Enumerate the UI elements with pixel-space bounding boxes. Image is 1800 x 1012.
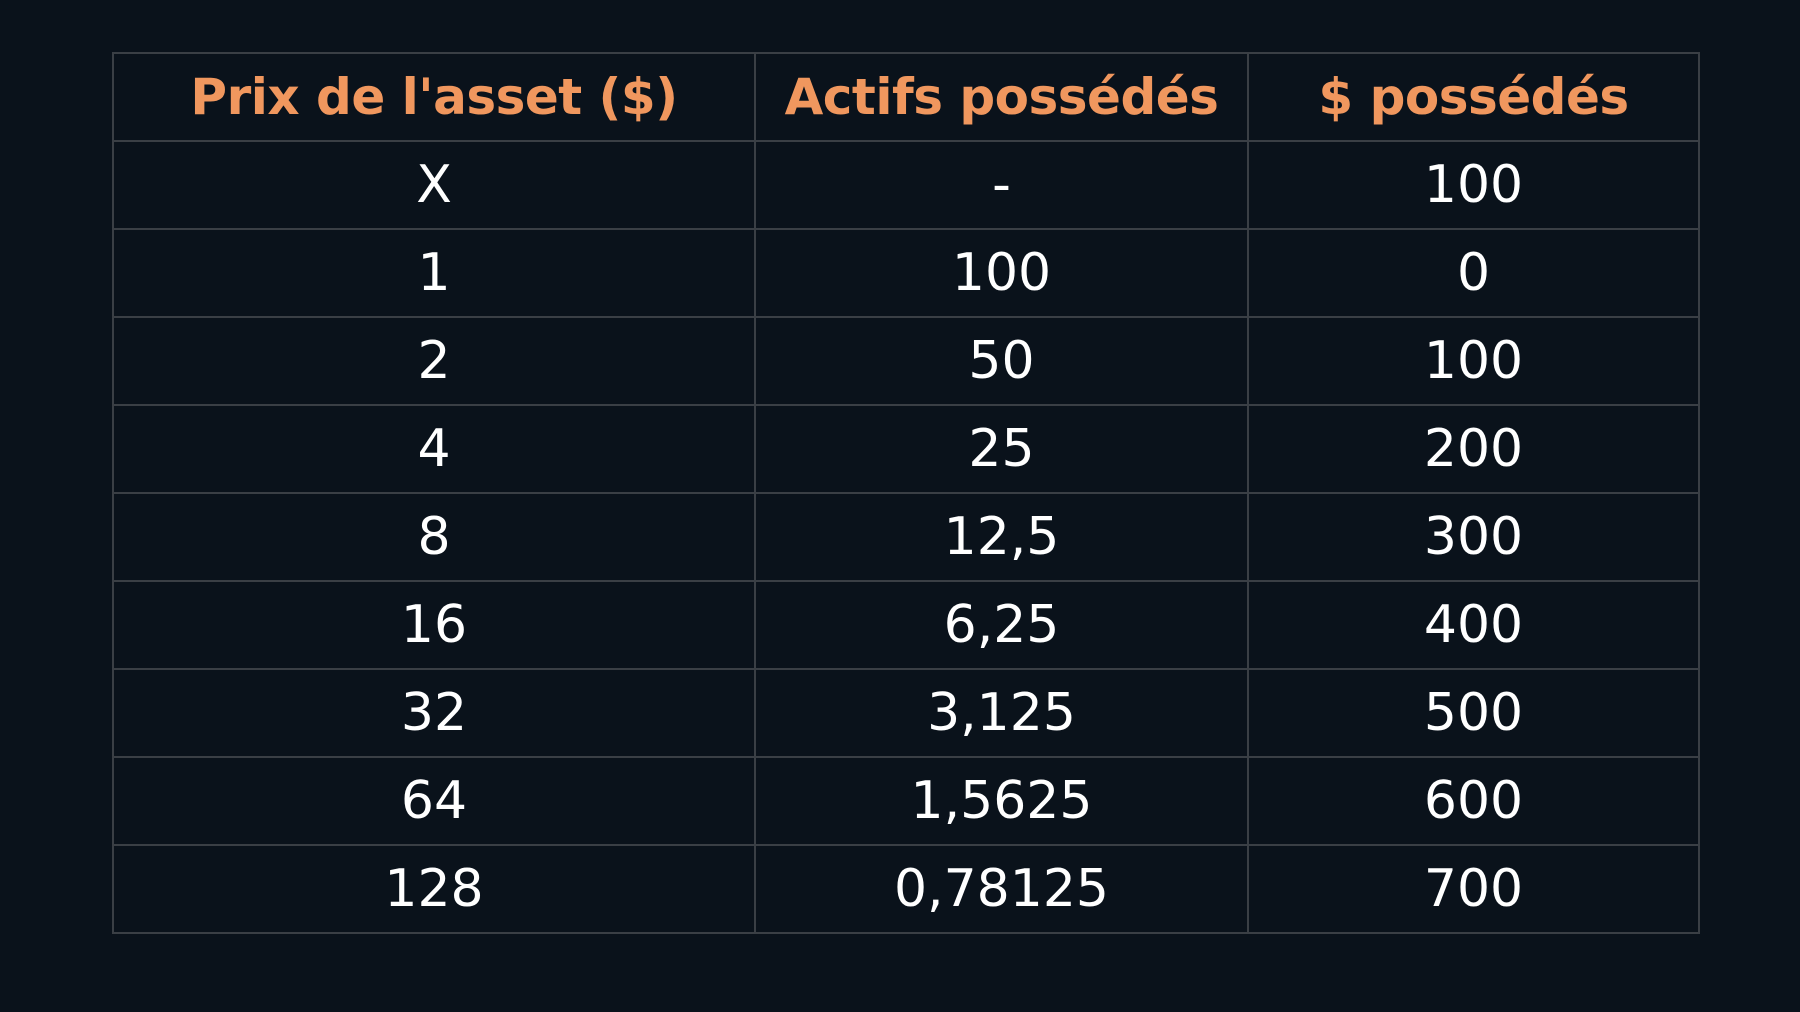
table-cell: 400 bbox=[1247, 580, 1700, 670]
data-table: Prix de l'asset ($) Actifs possédés $ po… bbox=[112, 52, 1700, 934]
table-cell: 32 bbox=[112, 668, 756, 758]
table-cell: 2 bbox=[112, 316, 756, 406]
table-cell: - bbox=[754, 140, 1249, 230]
table-row: 64 1,5625 600 bbox=[112, 756, 1700, 846]
table-cell: 3,125 bbox=[754, 668, 1249, 758]
table-cell: 1 bbox=[112, 228, 756, 318]
table-cell: 4 bbox=[112, 404, 756, 494]
table-cell: 600 bbox=[1247, 756, 1700, 846]
header-row: Prix de l'asset ($) Actifs possédés $ po… bbox=[112, 52, 1700, 142]
table-cell: 700 bbox=[1247, 844, 1700, 934]
table-row: 32 3,125 500 bbox=[112, 668, 1700, 758]
table-cell: 300 bbox=[1247, 492, 1700, 582]
table-cell: 128 bbox=[112, 844, 756, 934]
table-cell: 6,25 bbox=[754, 580, 1249, 670]
table-cell: 0,78125 bbox=[754, 844, 1249, 934]
table-cell: 50 bbox=[754, 316, 1249, 406]
table-cell: 100 bbox=[1247, 316, 1700, 406]
table-row: 1 100 0 bbox=[112, 228, 1700, 318]
table-cell: 8 bbox=[112, 492, 756, 582]
table-cell: X bbox=[112, 140, 756, 230]
table-cell: 25 bbox=[754, 404, 1249, 494]
header-cell-asset-price: Prix de l'asset ($) bbox=[112, 52, 756, 142]
table-cell: 12,5 bbox=[754, 492, 1249, 582]
header-cell-assets-owned: Actifs possédés bbox=[754, 52, 1249, 142]
table-cell: 64 bbox=[112, 756, 756, 846]
table-cell: 16 bbox=[112, 580, 756, 670]
table-cell: 0 bbox=[1247, 228, 1700, 318]
table-cell: 100 bbox=[1247, 140, 1700, 230]
table-row: X - 100 bbox=[112, 140, 1700, 230]
table-row: 2 50 100 bbox=[112, 316, 1700, 406]
header-cell-dollars-owned: $ possédés bbox=[1247, 52, 1700, 142]
table-cell: 500 bbox=[1247, 668, 1700, 758]
table-row: 128 0,78125 700 bbox=[112, 844, 1700, 934]
table-cell: 100 bbox=[754, 228, 1249, 318]
table-row: 4 25 200 bbox=[112, 404, 1700, 494]
table-row: 8 12,5 300 bbox=[112, 492, 1700, 582]
table-cell: 1,5625 bbox=[754, 756, 1249, 846]
table-cell: 200 bbox=[1247, 404, 1700, 494]
table-row: 16 6,25 400 bbox=[112, 580, 1700, 670]
